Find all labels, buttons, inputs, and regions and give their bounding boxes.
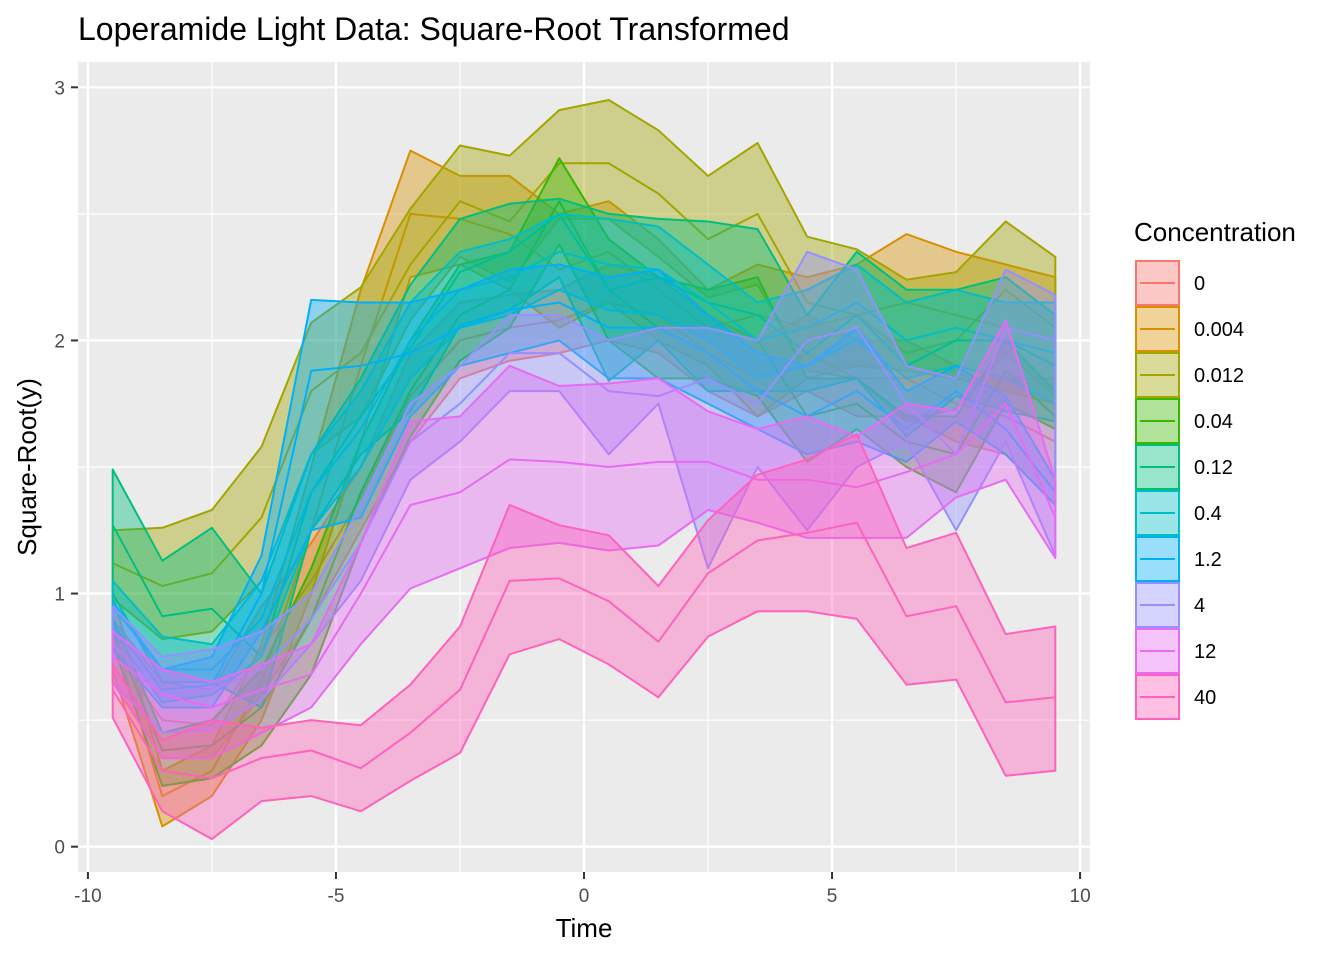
series-mid-line bbox=[112, 162, 1056, 587]
y-axis-title: Square-Root(y) bbox=[12, 378, 42, 556]
legend-item-0.04: 0.04 bbox=[1135, 398, 1233, 444]
series-mid-line bbox=[111, 212, 1056, 798]
legend-item-0.4: 0.4 bbox=[1135, 490, 1222, 536]
series-bands bbox=[111, 99, 1057, 841]
grid-lines bbox=[78, 62, 1090, 872]
legend-label: 0 bbox=[1194, 273, 1205, 295]
y-axis-ticks: 0 1 2 3 bbox=[54, 78, 78, 859]
x-tick-label: 5 bbox=[827, 886, 838, 907]
x-axis-ticks: -10 -5 0 5 10 bbox=[74, 872, 1091, 907]
legend-item-0.004: 0.004 bbox=[1135, 306, 1244, 352]
legend-label: 1.2 bbox=[1194, 549, 1222, 571]
y-tick-label: 2 bbox=[54, 331, 65, 352]
legend-item-0.12: 0.12 bbox=[1135, 444, 1233, 490]
x-tick-label: 0 bbox=[579, 886, 590, 907]
legend-item-0: 0 bbox=[1135, 260, 1205, 306]
legend-label: 40 bbox=[1194, 687, 1216, 709]
series-40 bbox=[111, 433, 1057, 841]
series-mid-line bbox=[111, 250, 1056, 671]
legend-title: Concentration bbox=[1134, 217, 1296, 247]
x-axis-title: Time bbox=[556, 913, 613, 943]
legend-item-1.2: 1.2 bbox=[1135, 536, 1222, 582]
x-tick-label: 10 bbox=[1070, 886, 1091, 907]
legend-label: 4 bbox=[1194, 595, 1205, 617]
legend: Concentration 0 0.004 0.012 0.04 0.12 0.4 1.2 4… bbox=[1134, 217, 1296, 720]
chart-title: Loperamide Light Data: Square-Root Trans… bbox=[78, 11, 790, 47]
legend-label: 0.04 bbox=[1194, 411, 1233, 433]
legend-label: 12 bbox=[1194, 641, 1216, 663]
legend-item-4: 4 bbox=[1135, 582, 1205, 628]
series-mid-line bbox=[112, 402, 1057, 709]
y-tick-label: 0 bbox=[54, 838, 65, 859]
series-12 bbox=[111, 319, 1057, 760]
y-tick-label: 3 bbox=[54, 78, 65, 99]
legend-item-40: 40 bbox=[1135, 674, 1216, 720]
series-band bbox=[111, 319, 1057, 760]
legend-item-0.012: 0.012 bbox=[1135, 352, 1244, 398]
series-mid-line bbox=[111, 301, 1057, 691]
legend-label: 0.012 bbox=[1194, 365, 1244, 387]
legend-label: 0.004 bbox=[1194, 319, 1244, 341]
series-mid-line bbox=[111, 521, 1056, 780]
y-tick-label: 1 bbox=[54, 585, 65, 606]
x-tick-label: -10 bbox=[74, 886, 101, 907]
series-mid-line bbox=[111, 200, 1056, 752]
legend-item-12: 12 bbox=[1135, 628, 1216, 674]
x-tick-label: -5 bbox=[328, 886, 345, 907]
series-mid-line bbox=[111, 212, 1056, 658]
series-band bbox=[111, 433, 1057, 841]
legend-label: 0.4 bbox=[1194, 503, 1222, 525]
legend-label: 0.12 bbox=[1194, 457, 1233, 479]
